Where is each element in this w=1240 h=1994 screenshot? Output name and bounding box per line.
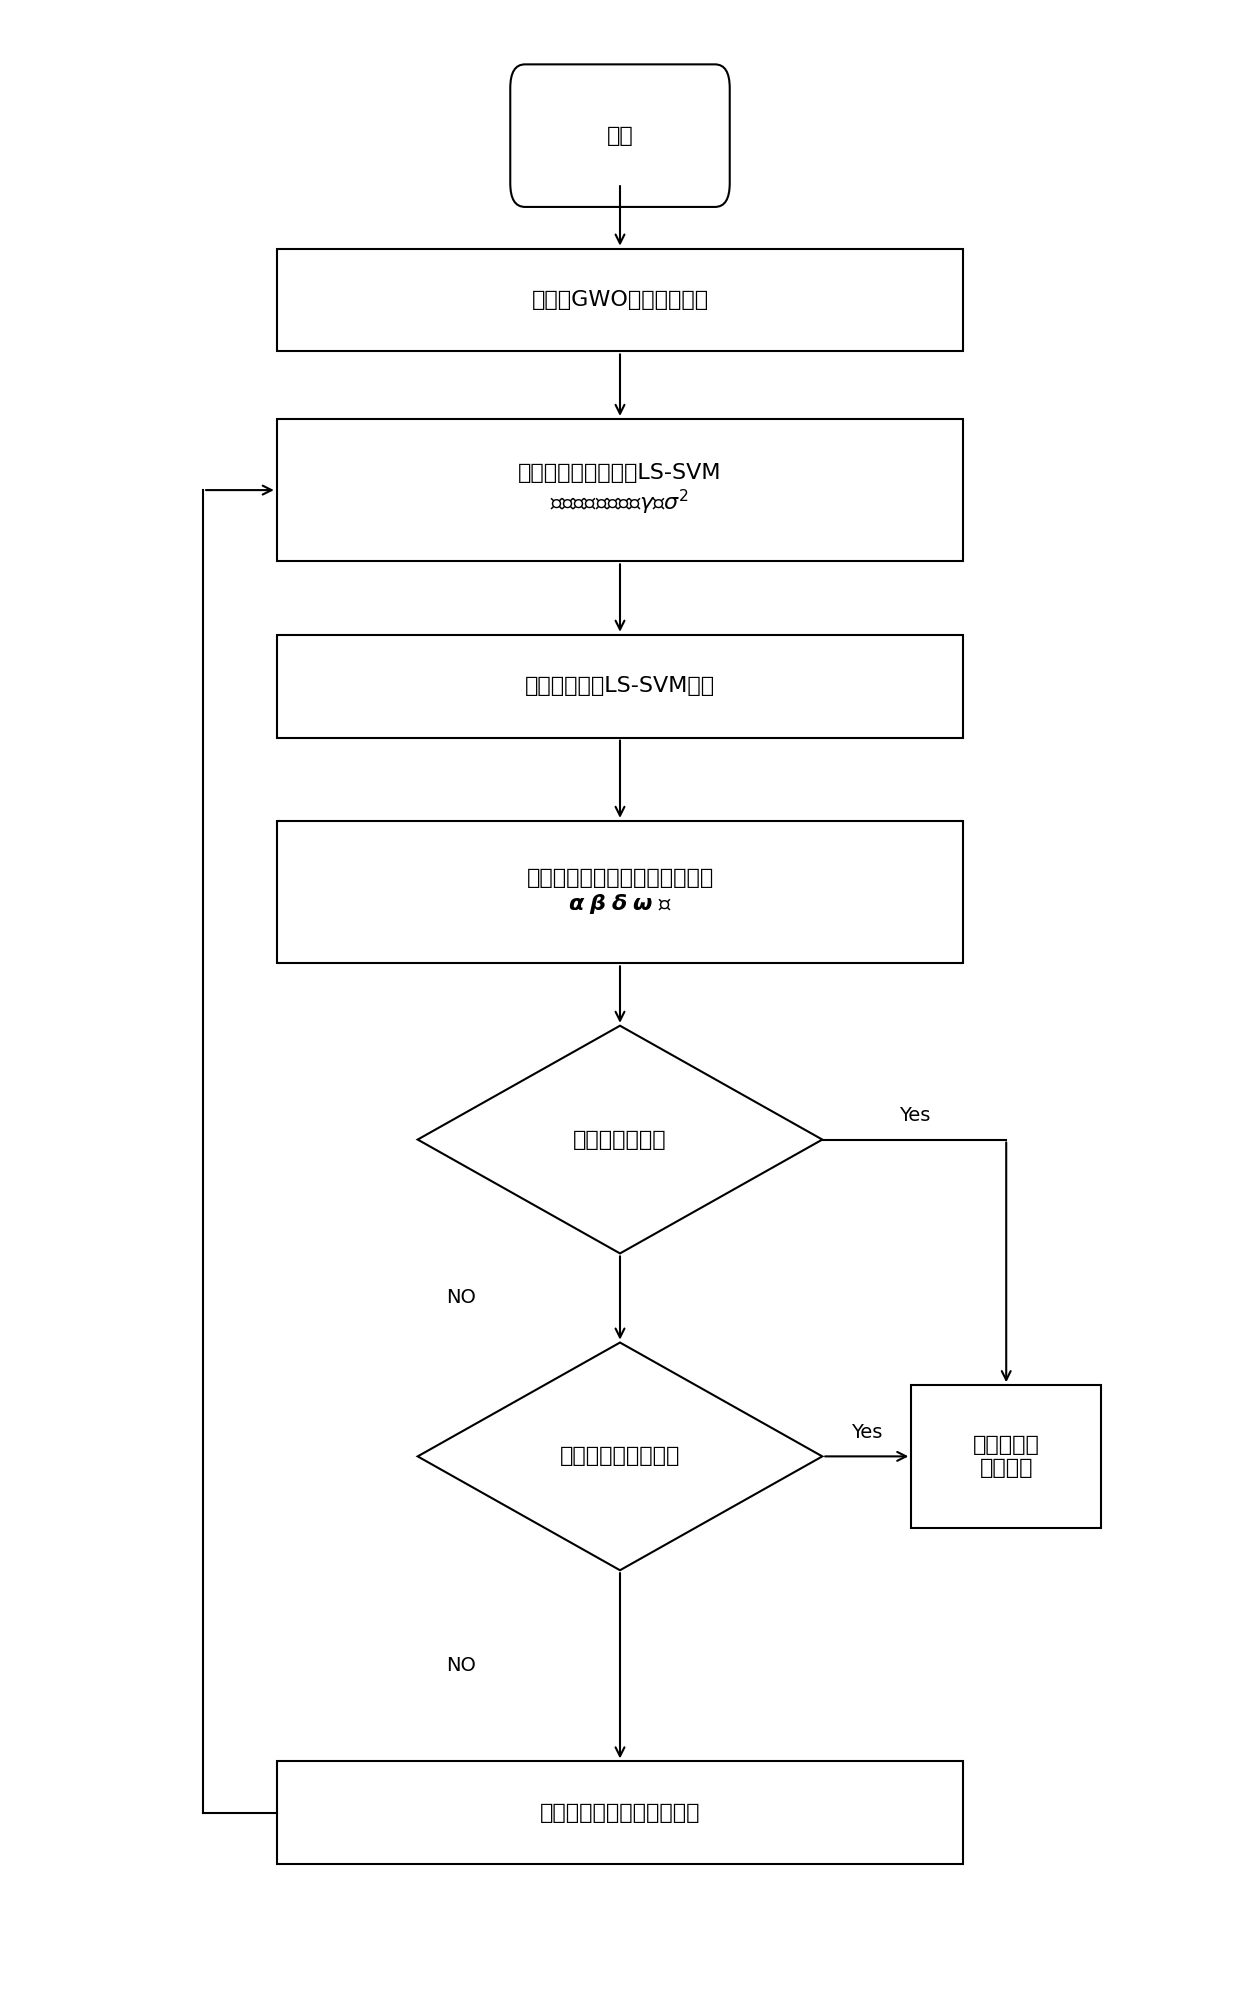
Text: 计算适应度，选择灰狼算法中的
$\boldsymbol{\alpha\;\beta\;\delta\;\omega}$ 层: 计算适应度，选择灰狼算法中的 $\boldsymbol{\alpha\;\bet… (526, 867, 714, 915)
Text: NO: NO (445, 1288, 476, 1308)
Text: 更新灰狼优化算法中的参数: 更新灰狼优化算法中的参数 (539, 1803, 701, 1823)
Bar (277, 822, 963, 963)
Text: 输入样本进行LS-SVM训练: 输入样本进行LS-SVM训练 (525, 676, 715, 696)
Bar (277, 634, 963, 738)
Text: 到最大迭代次数: 到最大迭代次数 (573, 1129, 667, 1151)
Bar (911, 1386, 1101, 1527)
FancyBboxPatch shape (511, 64, 729, 207)
Bar (277, 1761, 963, 1864)
Text: 将优化结果
作为输出: 将优化结果 作为输出 (973, 1436, 1039, 1478)
Polygon shape (418, 1342, 822, 1569)
Polygon shape (418, 1025, 822, 1254)
Text: 训练误差小于设定值: 训练误差小于设定值 (559, 1446, 681, 1466)
Text: Yes: Yes (851, 1424, 883, 1442)
Bar (277, 419, 963, 562)
Text: Yes: Yes (899, 1107, 930, 1125)
Text: 映射种群中的粒子为LS-SVM
软测量模型参数：$\mathit{\gamma}$、$\mathit{\sigma}^2$: 映射种群中的粒子为LS-SVM 软测量模型参数：$\mathit{\gamma}… (518, 463, 722, 516)
Text: NO: NO (445, 1657, 476, 1675)
Bar (277, 249, 963, 351)
Text: 开始: 开始 (606, 126, 634, 146)
Text: 初始化GWO算法相关参数: 初始化GWO算法相关参数 (532, 289, 708, 309)
